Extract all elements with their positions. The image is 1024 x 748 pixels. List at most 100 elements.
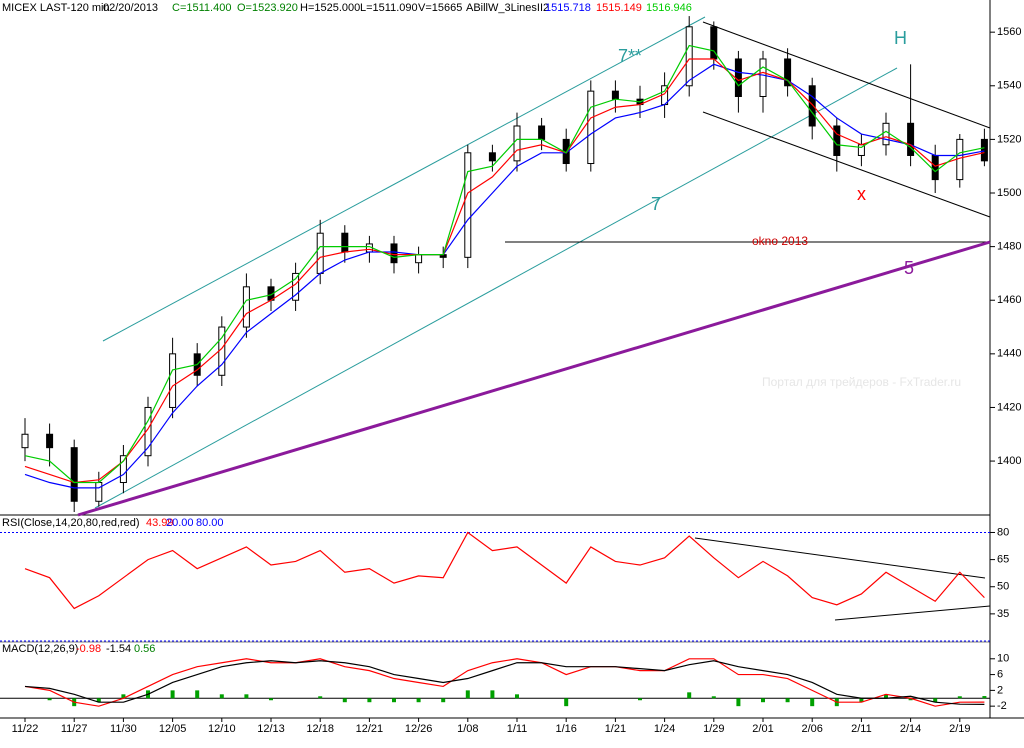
trend-lines: [77, 16, 991, 621]
y-tick-label: 1480: [997, 241, 1021, 253]
candle-body: [980, 138, 988, 162]
histogram-bar: [367, 698, 372, 703]
annotation: 5: [904, 258, 914, 278]
plot: 11/22 11/27 11/30 12/05 12/10 12/13 12/18 12/21…: [0, 16, 1021, 735]
x-tick-label: 1/16: [555, 723, 576, 735]
x-tick-label: 12/18: [306, 723, 334, 735]
y-tick-label: 1400: [997, 455, 1021, 467]
candle-body: [734, 58, 742, 98]
candle-body: [464, 152, 472, 258]
candle-body: [931, 154, 939, 181]
x-tick-label: 12/05: [159, 723, 187, 735]
candle-body: [685, 26, 693, 87]
annotation: 7**: [618, 46, 642, 66]
annotation: x: [857, 184, 866, 204]
rsi-value: 43.99: [146, 517, 174, 529]
info: V=15665: [418, 2, 462, 14]
y-tick-label: 1460: [997, 294, 1021, 306]
y-tick-label: 6: [997, 668, 1003, 680]
candle-body: [808, 85, 816, 127]
histogram-bar: [318, 696, 323, 699]
annotation: okno 2013: [752, 234, 808, 248]
candle-body: [611, 90, 619, 100]
rsi-title: RSI(Close,14,20,80,red,red): [2, 517, 140, 529]
annotation: H: [894, 28, 907, 48]
y-tick-label: 80: [997, 526, 1009, 538]
x-tick-label: 2/06: [801, 723, 822, 735]
macd-value: 0.56: [134, 643, 155, 655]
histogram-bar: [859, 698, 864, 703]
x-tick-label: 12/13: [257, 723, 285, 735]
y-tick-label: 1560: [997, 26, 1021, 38]
rsi-trend-line: [834, 605, 991, 621]
x-tick-label: 1/24: [654, 723, 675, 735]
candle-body: [316, 232, 324, 274]
histogram-bar: [441, 698, 446, 703]
rsi-trend-line: [694, 537, 986, 579]
candle-body: [292, 272, 300, 301]
support-line: [77, 240, 991, 517]
y-tick-label: 2: [997, 684, 1003, 696]
candle-body: [488, 152, 496, 162]
histogram-bar: [342, 698, 347, 703]
date: 02/20/2013: [103, 2, 158, 14]
histogram-bar: [219, 694, 224, 699]
candle-body: [95, 482, 103, 502]
histogram-bar: [244, 694, 249, 699]
channel-line: [702, 21, 991, 129]
candle-body: [144, 406, 152, 457]
histogram-bar: [884, 694, 888, 699]
macd-value: -1.54: [106, 643, 131, 655]
y-tick-label: 50: [997, 581, 1009, 593]
histogram-bar: [933, 698, 938, 703]
y-tick-label: 1540: [997, 80, 1021, 92]
histogram-bar: [515, 694, 519, 699]
info: C=1511.400: [172, 2, 231, 14]
x-tick-label: 1/11: [507, 723, 528, 735]
histogram-bar: [687, 692, 692, 699]
indicator-value: 1516.946: [646, 2, 692, 14]
histogram-bar: [564, 698, 569, 707]
x-tick-label: 2/11: [851, 723, 872, 735]
candle-body: [21, 433, 29, 449]
histogram-bar: [982, 696, 987, 699]
histogram-bar: [121, 694, 126, 699]
histogram-bar: [465, 690, 470, 699]
candle-body: [907, 122, 915, 156]
annotation: 7: [651, 194, 661, 214]
candle-body: [341, 232, 349, 253]
histogram-bar: [392, 698, 396, 703]
info: O=1523.920: [237, 2, 298, 14]
series-line: [24, 58, 985, 484]
macd-title: MACD(12,26,9): [2, 643, 78, 655]
histogram-bar: [736, 698, 741, 707]
y-tick-label: 1520: [997, 133, 1021, 145]
candle-body: [587, 90, 595, 165]
histogram-bar: [195, 690, 200, 699]
x-tick-label: 11/30: [110, 723, 137, 735]
candle-body: [833, 125, 841, 156]
info: L=1511.090: [360, 2, 418, 14]
histogram-bar: [47, 698, 52, 701]
symbol: MICEX LAST-120 min: [2, 2, 110, 14]
histogram-bar: [638, 698, 642, 701]
y-tick-label: 35: [997, 608, 1009, 620]
histogram-bar: [269, 698, 273, 701]
x-tick-label: 2/14: [900, 723, 921, 735]
x-tick-label: 12/26: [405, 723, 433, 735]
candle-body: [390, 243, 398, 264]
x-tick-label: 2/01: [752, 723, 773, 735]
indicator: ABillW_3LinesII2: [466, 2, 549, 14]
channel-line: [94, 67, 898, 509]
x-tick-label: 1/08: [457, 723, 478, 735]
channel-line: [102, 16, 706, 342]
y-tick-label: 10: [997, 653, 1009, 665]
series-line: [24, 44, 985, 484]
histogram-bar: [416, 698, 421, 703]
y-tick-label: 1440: [997, 348, 1021, 360]
histogram-bar: [908, 698, 913, 701]
series-line: [24, 660, 985, 705]
candle-body: [242, 286, 250, 328]
y-tick-label: 1500: [997, 187, 1021, 199]
